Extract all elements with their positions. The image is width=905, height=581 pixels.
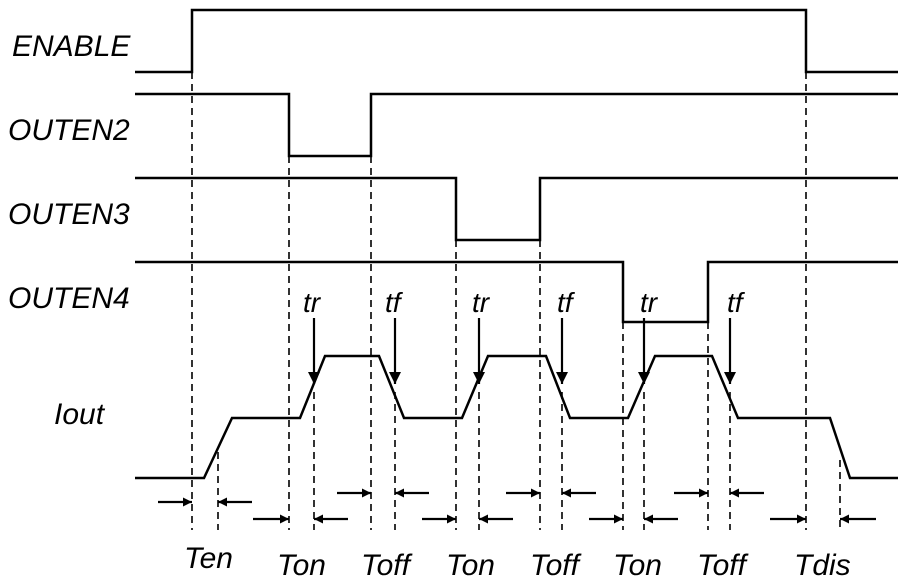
timing-label-ton-3: Ton (613, 549, 662, 581)
timing-label-tdis: Tdis (794, 549, 851, 581)
transition-label-tf-2: tf (557, 287, 576, 318)
signal-label-iout: Iout (54, 398, 106, 431)
transition-label-tr-3: tr (640, 287, 659, 318)
transition-pointer-arrows (308, 318, 736, 384)
timing-label-ton-1: Ton (277, 549, 326, 581)
signal-label-enable: ENABLE (12, 30, 131, 63)
iout-waveform (135, 354, 898, 480)
signal-label-outen4: OUTEN4 (8, 282, 130, 315)
outen2-waveform (135, 92, 898, 158)
delay-marker-arrows (158, 488, 876, 524)
enable-waveform (135, 8, 898, 74)
signal-label-outen2: OUTEN2 (8, 114, 130, 147)
timing-label-toff-1: Toff (361, 549, 413, 581)
outen3-waveform (135, 176, 898, 242)
timing-guides (191, 72, 841, 530)
outen4-waveform (135, 260, 898, 324)
transition-label-tf-3: tf (727, 287, 746, 318)
timing-label-toff-2: Toff (530, 549, 582, 581)
transition-label-tf-1: tf (385, 287, 404, 318)
timing-label-ten: Ten (184, 542, 233, 575)
transition-label-tr-1: tr (303, 287, 322, 318)
transition-label-tr-2: tr (472, 287, 491, 318)
signal-label-outen3: OUTEN3 (8, 198, 130, 231)
timing-label-toff-3: Toff (697, 549, 749, 581)
timing-label-ton-2: Ton (446, 549, 495, 581)
